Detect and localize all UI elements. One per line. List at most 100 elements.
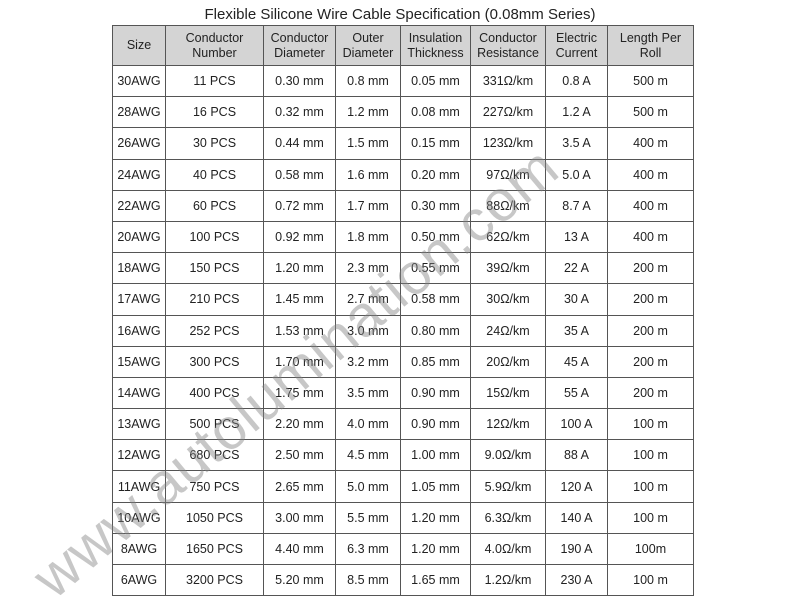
table-cell: 100m xyxy=(607,532,694,566)
table-cell: 3200 PCS xyxy=(165,563,264,597)
column-header: Conductor Resistance xyxy=(470,25,546,66)
column-header-text: Electric xyxy=(556,30,597,45)
table-cell: 45 A xyxy=(545,345,608,378)
table-cell: 100 m xyxy=(607,439,694,472)
table-cell: 120 A xyxy=(545,470,608,503)
table-cell: 40 PCS xyxy=(165,158,264,191)
column-header-text: Length Per xyxy=(619,30,682,45)
table-cell: 88Ω/km xyxy=(470,189,546,222)
column-header-text: Outer xyxy=(352,30,384,45)
table-cell: 0.20 mm xyxy=(400,158,471,191)
column-header: Outer Diameter xyxy=(335,25,401,66)
table-row: 24AWG 40 PCS 0.58 mm 1.6 mm 0.20 mm 97Ω/km 5.0… xyxy=(112,158,694,191)
table-cell: 1650 PCS xyxy=(165,532,264,566)
column-header: Conductor Number xyxy=(165,25,264,66)
table-cell: 100 m xyxy=(607,470,694,503)
table-cell: 22AWG xyxy=(112,189,166,222)
table-cell: 0.8 A xyxy=(545,64,608,98)
table-row: 8AWG 1650 PCS 4.40 mm 6.3 mm 1.20 mm 4.0Ω/km 1… xyxy=(112,532,694,566)
column-header: Insulation Thickness xyxy=(400,25,471,66)
table-cell: 1.2 mm xyxy=(335,96,401,129)
table-cell: 0.08 mm xyxy=(400,96,471,129)
table-cell: 200 m xyxy=(607,314,694,347)
table-row: 20AWG 100 PCS 0.92 mm 1.8 mm 0.50 mm 62Ω/km 13… xyxy=(112,220,694,254)
table-cell: 0.58 mm xyxy=(400,283,471,316)
table-cell: 18AWG xyxy=(112,252,166,285)
table-cell: 0.05 mm xyxy=(400,64,471,98)
column-header: Conductor Diameter xyxy=(263,25,336,66)
table-row: 18AWG 150 PCS 1.20 mm 2.3 mm 0.55 mm 39Ω/km 22… xyxy=(112,252,694,285)
table-cell: 500 m xyxy=(607,64,694,98)
table-cell: 140 A xyxy=(545,501,608,534)
table-cell: 97Ω/km xyxy=(470,158,546,191)
table-cell: 1.00 mm xyxy=(400,439,471,472)
table-row: 13AWG 500 PCS 2.20 mm 4.0 mm 0.90 mm 12Ω/km 10… xyxy=(112,408,694,441)
column-header-text: Insulation xyxy=(408,30,463,45)
table-cell: 1050 PCS xyxy=(165,501,264,534)
table-cell: 39Ω/km xyxy=(470,252,546,285)
table-cell: 1.45 mm xyxy=(263,283,336,316)
table-cell: 200 m xyxy=(607,376,694,410)
table-cell: 500 PCS xyxy=(165,408,264,441)
table-cell: 1.2 A xyxy=(545,96,608,129)
table-cell: 88 A xyxy=(545,439,608,472)
table-cell: 1.53 mm xyxy=(263,314,336,347)
table-cell: 1.5 mm xyxy=(335,127,401,160)
column-header-text: Diameter xyxy=(274,45,325,60)
table-cell: 15Ω/km xyxy=(470,376,546,410)
table-title: Flexible Silicone Wire Cable Specificati… xyxy=(204,6,596,23)
table-cell: 13 A xyxy=(545,220,608,254)
table-cell: 200 m xyxy=(607,283,694,316)
table-cell: 150 PCS xyxy=(165,252,264,285)
table-cell: 500 m xyxy=(607,96,694,129)
table-cell: 8AWG xyxy=(112,532,166,566)
table-cell: 123Ω/km xyxy=(470,127,546,160)
table-cell: 5.0 mm xyxy=(335,470,401,503)
table-cell: 100 A xyxy=(545,408,608,441)
table-cell: 100 m xyxy=(607,563,694,597)
table-cell: 28AWG xyxy=(112,96,166,129)
table-cell: 16 PCS xyxy=(165,96,264,129)
header-row: Size Conductor Number Conductor Diameter Oute… xyxy=(112,25,694,66)
table-cell: 300 PCS xyxy=(165,345,264,378)
table-cell: 0.15 mm xyxy=(400,127,471,160)
table-row: 28AWG 16 PCS 0.32 mm 1.2 mm 0.08 mm 227Ω/km 1.… xyxy=(112,96,694,129)
table-cell: 3.5 mm xyxy=(335,376,401,410)
table-cell: 4.40 mm xyxy=(263,532,336,566)
column-header-text: Number xyxy=(192,45,237,60)
table-cell: 6AWG xyxy=(112,563,166,597)
table-cell: 10AWG xyxy=(112,501,166,534)
table-cell: 3.00 mm xyxy=(263,501,336,534)
table-cell: 24Ω/km xyxy=(470,314,546,347)
table-cell: 30 A xyxy=(545,283,608,316)
column-header-text: Conductor xyxy=(185,30,244,45)
table-row: 26AWG 30 PCS 0.44 mm 1.5 mm 0.15 mm 123Ω/km 3.… xyxy=(112,127,694,160)
table-cell: 227Ω/km xyxy=(470,96,546,129)
column-header-text: Resistance xyxy=(477,45,539,60)
table-cell: 22 A xyxy=(545,252,608,285)
table-cell: 4.0 mm xyxy=(335,408,401,441)
table-cell: 1.20 mm xyxy=(263,252,336,285)
table-cell: 1.6 mm xyxy=(335,158,401,191)
spec-table: Size Conductor Number Conductor Diameter Oute… xyxy=(112,25,694,597)
table-cell: 9.0Ω/km xyxy=(470,439,546,472)
table-cell: 20Ω/km xyxy=(470,345,546,378)
table-cell: 30 PCS xyxy=(165,127,264,160)
table-cell: 6.3Ω/km xyxy=(470,501,546,534)
table-row: 12AWG 680 PCS 2.50 mm 4.5 mm 1.00 mm 9.0Ω/km 8… xyxy=(112,439,694,472)
column-header-text: Conductor xyxy=(270,30,329,45)
table-cell: 1.2Ω/km xyxy=(470,563,546,597)
table-cell: 100 m xyxy=(607,408,694,441)
table-cell: 0.50 mm xyxy=(400,220,471,254)
table-cell: 4.5 mm xyxy=(335,439,401,472)
table-cell: 8.7 A xyxy=(545,189,608,222)
table-cell: 24AWG xyxy=(112,158,166,191)
column-header-text: Diameter xyxy=(342,45,394,60)
table-row: 11AWG 750 PCS 2.65 mm 5.0 mm 1.05 mm 5.9Ω/km 1… xyxy=(112,470,694,503)
table-cell: 55 A xyxy=(545,376,608,410)
column-header-text: Roll xyxy=(639,45,662,60)
table-cell: 200 m xyxy=(607,345,694,378)
table-cell: 5.9Ω/km xyxy=(470,470,546,503)
table-cell: 1.05 mm xyxy=(400,470,471,503)
table-cell: 1.65 mm xyxy=(400,563,471,597)
